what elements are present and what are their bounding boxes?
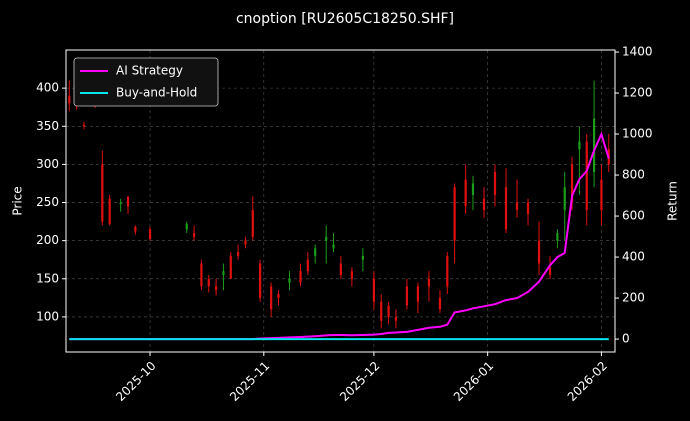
legend: AI Strategy Buy-and-Hold bbox=[73, 57, 219, 107]
y-axis-label: Price bbox=[11, 186, 25, 215]
candle-body bbox=[277, 294, 280, 298]
candle-body bbox=[438, 297, 442, 310]
candle-body bbox=[394, 316, 398, 321]
chart-title: cnoption [RU2605C18250.SHF] bbox=[236, 11, 454, 27]
candle-body bbox=[600, 179, 603, 211]
candle-body bbox=[306, 259, 309, 272]
y2-tick-label: 1200 bbox=[622, 86, 653, 100]
y-tick-label: 350 bbox=[36, 119, 59, 133]
candle-body bbox=[108, 198, 111, 224]
candle-body bbox=[237, 252, 240, 256]
x-tick-label: 2026-01 bbox=[451, 359, 496, 404]
candle-body bbox=[350, 271, 353, 279]
candle-body bbox=[570, 164, 574, 203]
y2-tick-label: 800 bbox=[622, 168, 645, 182]
candle-body bbox=[299, 271, 302, 283]
candle-body bbox=[556, 233, 559, 241]
candle-body bbox=[229, 255, 232, 279]
candle-body bbox=[446, 255, 449, 287]
x-tick-label: 2026-02 bbox=[565, 359, 610, 404]
candle-body bbox=[200, 263, 203, 287]
candle-body bbox=[578, 141, 581, 150]
candle-body bbox=[82, 124, 86, 127]
candle-body bbox=[405, 286, 409, 306]
candle-body bbox=[222, 271, 225, 275]
candle-body bbox=[585, 141, 588, 211]
y-tick-label: 200 bbox=[36, 233, 59, 247]
candle-body bbox=[192, 233, 196, 237]
candle-body bbox=[134, 226, 137, 232]
legend-label: Buy-and-Hold bbox=[116, 86, 197, 100]
candle-body bbox=[101, 164, 104, 222]
candle-body bbox=[482, 198, 486, 211]
candle-body bbox=[126, 196, 130, 207]
x-tick-label: 2025-12 bbox=[337, 359, 382, 404]
candle-body bbox=[515, 202, 519, 211]
candle-body bbox=[592, 118, 596, 173]
candle-body bbox=[68, 95, 71, 104]
y2-tick-label: 0 bbox=[622, 332, 630, 346]
candle-body bbox=[244, 240, 247, 245]
candle-body bbox=[453, 187, 456, 241]
candle-body bbox=[207, 278, 210, 287]
y-tick-label: 150 bbox=[36, 271, 59, 285]
candle-body bbox=[339, 263, 342, 275]
x-tick-label: 2025-11 bbox=[227, 359, 272, 404]
candle-body bbox=[332, 244, 335, 249]
y-tick-label: 100 bbox=[36, 309, 59, 323]
candle-body bbox=[259, 263, 262, 298]
y-tick-label: 300 bbox=[36, 157, 59, 171]
y2-tick-label: 200 bbox=[622, 291, 645, 305]
candle-body bbox=[325, 236, 328, 241]
candle-body bbox=[548, 267, 552, 275]
candle-body bbox=[119, 202, 122, 205]
candle-body bbox=[387, 305, 390, 317]
candle-body bbox=[563, 187, 566, 211]
candle-body bbox=[380, 301, 383, 321]
candle-body bbox=[288, 278, 291, 283]
candle-body bbox=[493, 172, 497, 195]
candle-body bbox=[214, 286, 218, 291]
y2-tick-label: 600 bbox=[622, 209, 645, 223]
candle-body bbox=[471, 183, 475, 195]
candle-body bbox=[537, 240, 541, 264]
y-tick-label: 250 bbox=[36, 195, 59, 209]
candle-body bbox=[504, 187, 508, 230]
candle-body bbox=[185, 223, 188, 230]
y2-tick-label: 1400 bbox=[622, 45, 653, 59]
y2-tick-label: 400 bbox=[622, 250, 645, 264]
candle-body bbox=[526, 202, 530, 214]
y2-tick-label: 1000 bbox=[622, 127, 653, 141]
candle-body bbox=[372, 278, 375, 302]
candle-body bbox=[427, 278, 431, 287]
candle-body bbox=[270, 286, 273, 310]
candle-body bbox=[148, 229, 152, 240]
candle-body bbox=[416, 286, 420, 302]
candle-body bbox=[361, 255, 364, 260]
candle-body bbox=[314, 248, 317, 256]
legend-label: AI Strategy bbox=[116, 64, 183, 78]
candle-body bbox=[251, 210, 254, 237]
candle-body bbox=[464, 179, 467, 207]
plot-frame bbox=[65, 49, 616, 353]
x-tick-label: 2025-10 bbox=[113, 359, 158, 404]
y2-axis-label: Return bbox=[666, 181, 680, 221]
legend-box bbox=[73, 57, 219, 107]
y-tick-label: 400 bbox=[36, 81, 59, 95]
